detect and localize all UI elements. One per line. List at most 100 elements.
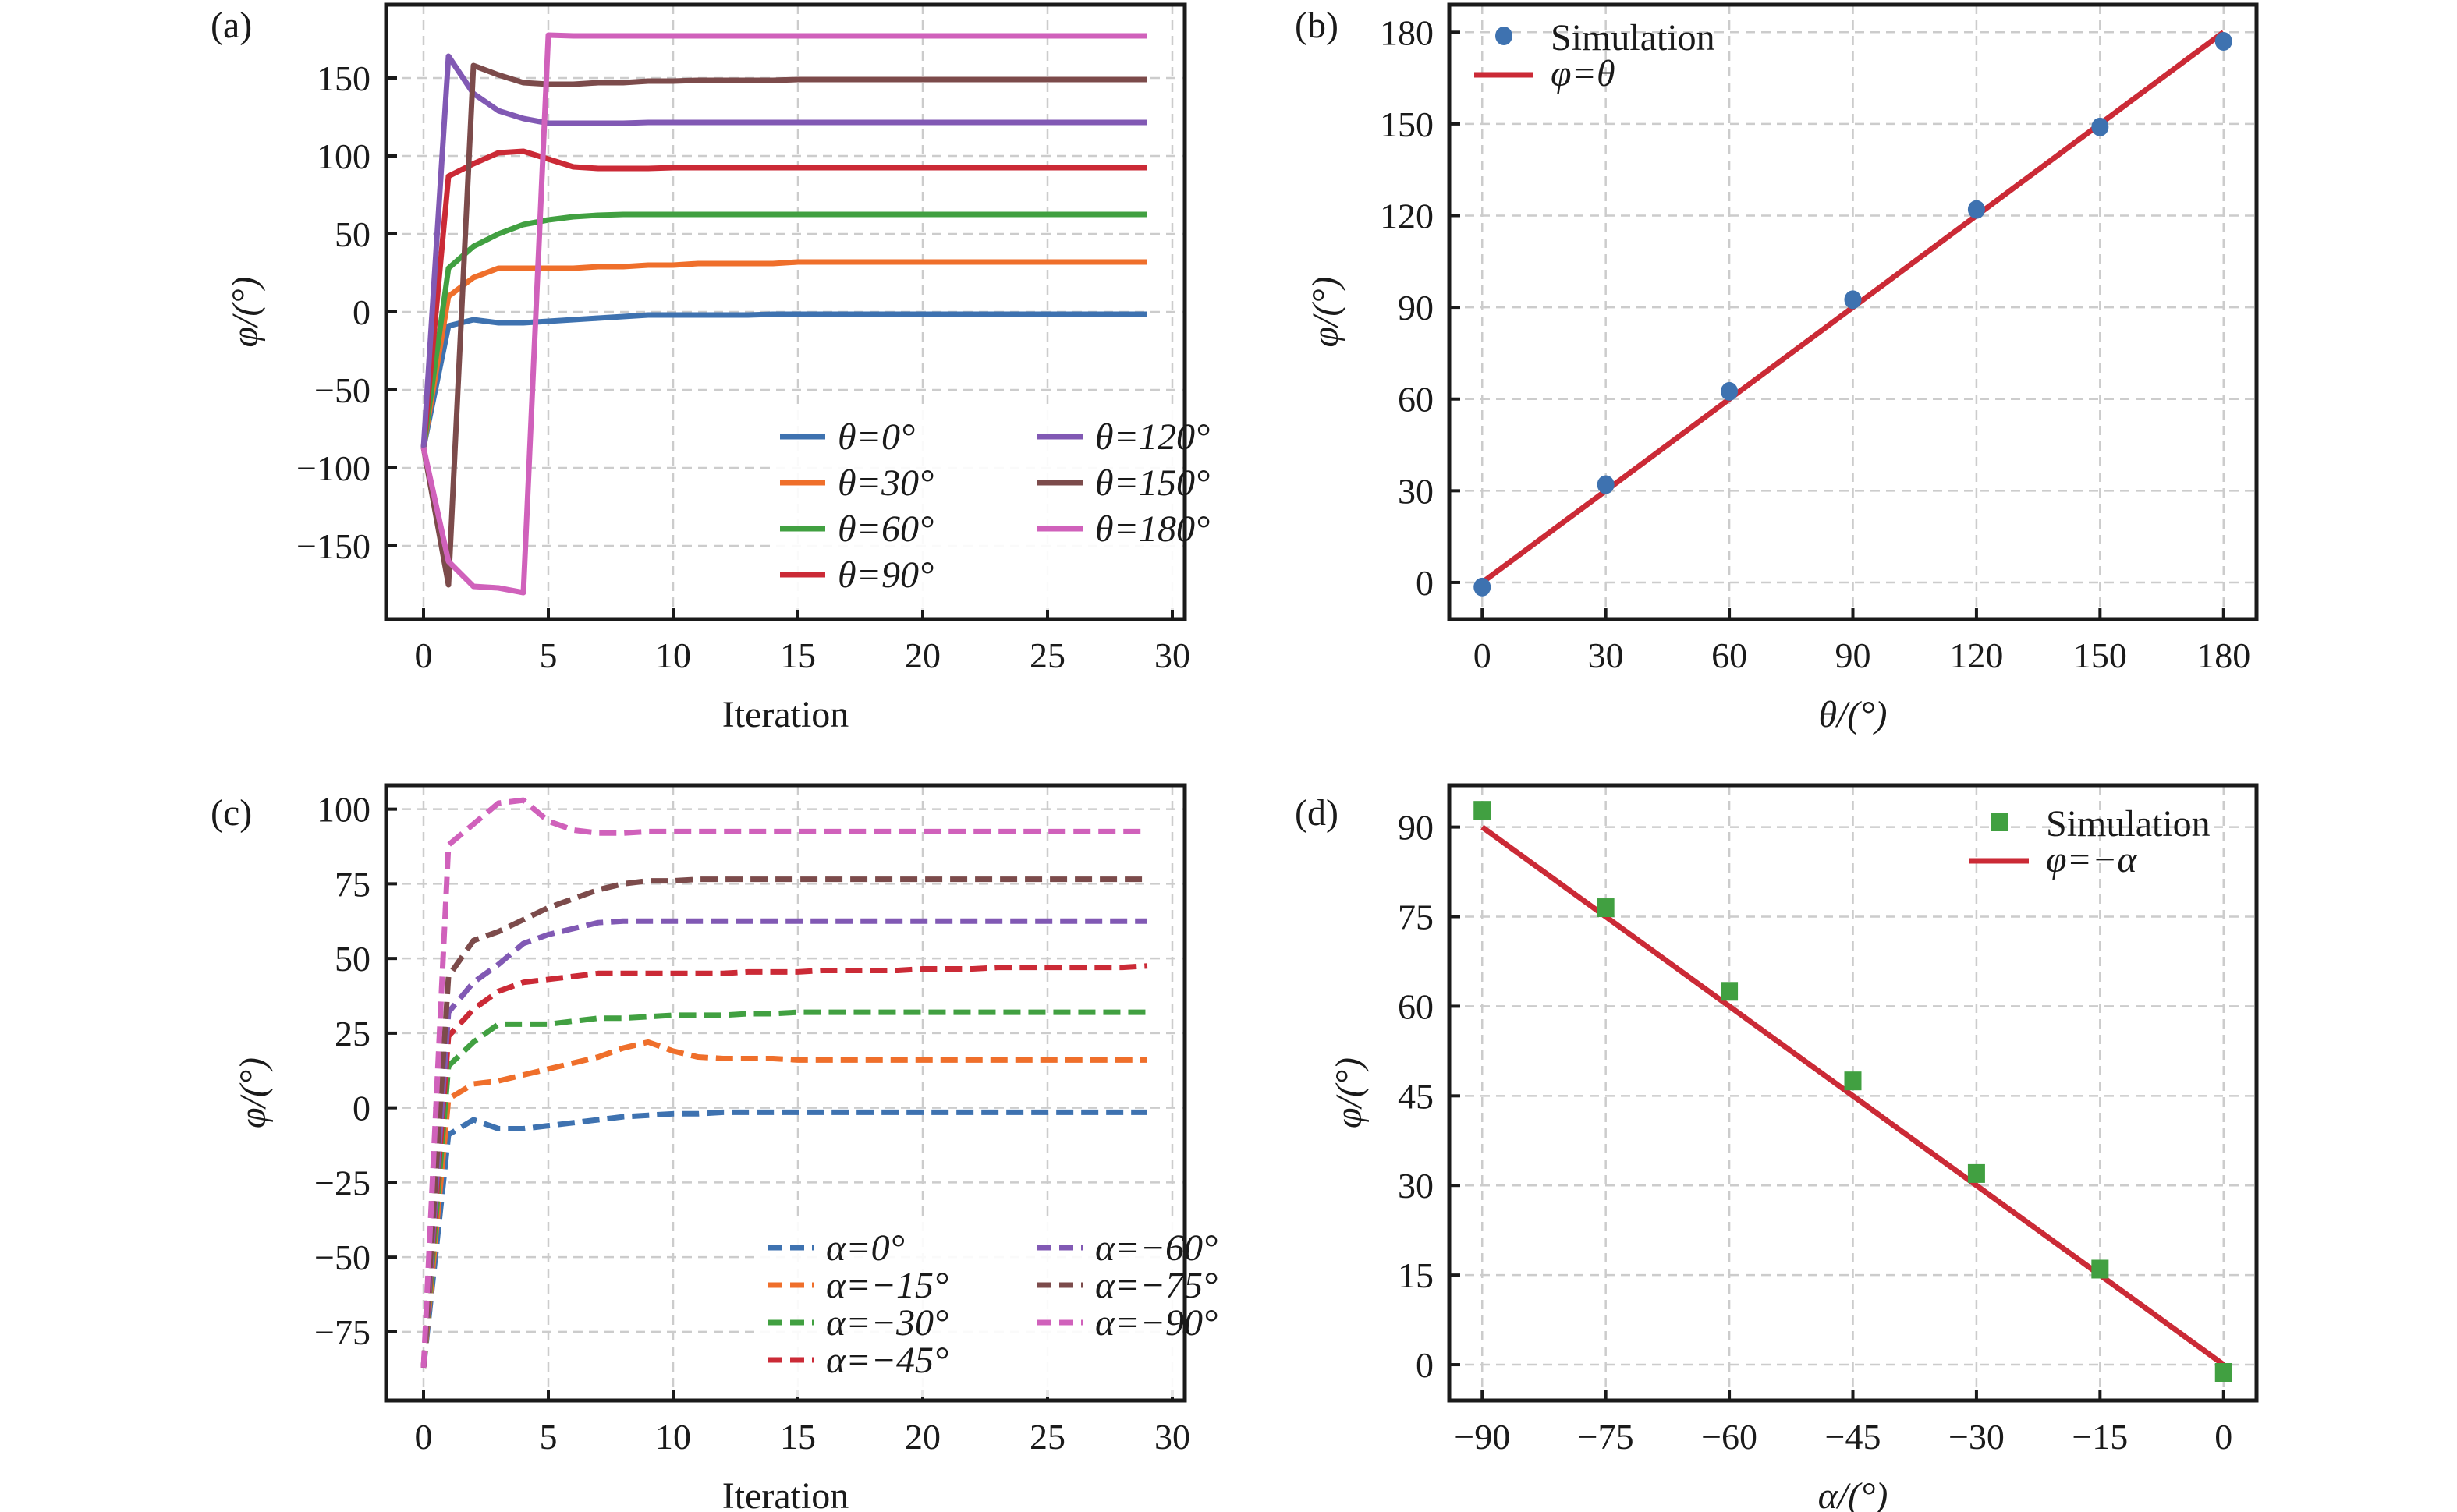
scatter-point — [1844, 290, 1862, 310]
x-tick-label: 25 — [1030, 1417, 1065, 1457]
legend-label: φ=−α — [2046, 839, 2137, 880]
x-tick-label: 15 — [780, 636, 816, 675]
y-tick-label: 75 — [1398, 898, 1434, 937]
y-tick-label: 50 — [335, 214, 370, 254]
legend-label: θ=0° — [838, 416, 915, 458]
x-tick-label: 10 — [655, 636, 691, 675]
x-tick-label: 180 — [2196, 636, 2250, 675]
panel-label: (b) — [1295, 5, 1338, 46]
y-axis-label: φ/(°) — [1305, 276, 1346, 347]
x-tick-label: 10 — [655, 1417, 691, 1457]
x-tick-label: 30 — [1154, 636, 1190, 675]
y-tick-label: −50 — [314, 1238, 370, 1277]
x-tick-label: 60 — [1711, 636, 1747, 675]
y-tick-label: 100 — [317, 136, 370, 176]
scatter-point — [1597, 475, 1615, 494]
legend-label: α=−45° — [826, 1340, 948, 1381]
scatter-point — [1721, 982, 1739, 1001]
x-tick-label: −45 — [1825, 1417, 1881, 1457]
x-tick-label: 30 — [1154, 1417, 1190, 1457]
y-tick-label: 180 — [1380, 12, 1434, 52]
x-tick-label: 25 — [1030, 636, 1065, 675]
legend-label: α=0° — [826, 1227, 905, 1269]
series-line-orange — [420, 259, 1147, 448]
y-tick-label: 150 — [317, 58, 370, 98]
scatter-point — [1597, 898, 1615, 918]
legend-label: θ=60° — [838, 508, 934, 550]
y-tick-label: 15 — [1398, 1255, 1434, 1295]
x-tick-label: −30 — [1948, 1417, 2005, 1457]
scatter-point — [1473, 577, 1491, 597]
series-line-blue — [420, 311, 1147, 448]
y-tick-label: 25 — [335, 1014, 370, 1053]
legend-label: α=−30° — [826, 1302, 948, 1344]
y-tick-label: −75 — [314, 1312, 370, 1352]
series-line-red — [420, 963, 1148, 1369]
series-line-pink — [420, 32, 1147, 596]
legend-label: θ=180° — [1095, 508, 1210, 550]
x-tick-label: 120 — [1949, 636, 2003, 675]
y-tick-label: 0 — [353, 292, 370, 332]
legend-label: α=−90° — [1095, 1302, 1218, 1344]
scatter-point — [1844, 1071, 1862, 1091]
series-line-green — [420, 1009, 1147, 1369]
x-tick-label: 20 — [905, 636, 941, 675]
x-tick-label: 15 — [780, 1417, 816, 1457]
panel-label: (c) — [211, 792, 252, 834]
series-line-blue — [420, 1109, 1147, 1369]
y-tick-label: 75 — [335, 864, 370, 904]
y-axis-label: φ/(°) — [1328, 1057, 1370, 1128]
legend-label: α=−15° — [826, 1265, 948, 1306]
y-tick-label: −25 — [314, 1163, 370, 1202]
scatter-point — [1721, 381, 1739, 401]
panel-b: 0 30 60 90 120 150 180 0 30 60 90 120 150 180 θ/(°) φ/(… — [1295, 2, 2259, 735]
y-tick-label: 0 — [1416, 1345, 1434, 1385]
scatter-point — [2091, 117, 2109, 136]
y-tick-label: −50 — [314, 370, 370, 410]
y-tick-label: 50 — [335, 939, 370, 979]
y-tick-label: 90 — [1398, 288, 1434, 328]
scatter-point — [1473, 801, 1491, 820]
panel-d: −90 −75 −60 −45 −30 −15 0 0 15 30 45 60 75 90 α/(°) φ/(… — [1295, 783, 2259, 1512]
y-axis-label: φ/(°) — [225, 276, 266, 347]
legend-label: θ=30° — [838, 462, 934, 504]
y-tick-label: 45 — [1398, 1076, 1434, 1116]
axes-frame — [384, 783, 1187, 1403]
x-tick-label: 20 — [905, 1417, 941, 1457]
x-tick-label: 90 — [1835, 636, 1871, 675]
x-axis-label: α/(°) — [1818, 1475, 1888, 1512]
legend: θ=0°θ=30°θ=60°θ=90° θ=120°θ=150°θ=180° — [772, 405, 1210, 610]
panel-a: 0 5 10 15 20 25 30 −150 −100 −50 0 50 100 150 Iteratio… — [211, 2, 1210, 735]
legend-box — [772, 405, 1177, 610]
panel-c: 0 5 10 15 20 25 30 −75 −50 −25 0 25 50 75 100 Iteration… — [211, 783, 1218, 1512]
x-tick-label: 5 — [540, 1417, 558, 1457]
series-line-orange — [420, 1039, 1147, 1369]
x-tick-label: 0 — [415, 636, 433, 675]
y-tick-label: 90 — [1398, 808, 1434, 848]
scatter-point — [2091, 1259, 2109, 1279]
legend: α=0°α=−15°α=−30°α=−45° α=−60°α=−75°α=−90° — [760, 1216, 1218, 1397]
x-tick-label: −60 — [1701, 1417, 1757, 1457]
series-line-pink — [420, 797, 1147, 1369]
y-tick-label: 60 — [1398, 986, 1434, 1026]
legend-marker — [1495, 27, 1512, 45]
y-tick-label: 150 — [1380, 104, 1434, 144]
legend-label: Simulation — [1551, 17, 1715, 58]
scatter-point — [1967, 200, 1985, 219]
legend-label: α=−75° — [1095, 1265, 1218, 1306]
legend-marker — [1991, 813, 2008, 831]
x-tick-label: −75 — [1578, 1417, 1634, 1457]
scatter-point — [2214, 32, 2232, 51]
legend-label: θ=120° — [1095, 416, 1210, 458]
legend-label: α=−60° — [1095, 1227, 1218, 1269]
series-line-purple — [420, 918, 1147, 1369]
y-tick-label: 100 — [317, 790, 370, 830]
y-tick-label: −100 — [296, 448, 370, 488]
plot-area — [420, 32, 1147, 596]
series-line-brown — [420, 876, 1147, 1369]
y-axis-label: φ/(°) — [232, 1057, 274, 1128]
y-tick-label: 0 — [353, 1089, 370, 1128]
